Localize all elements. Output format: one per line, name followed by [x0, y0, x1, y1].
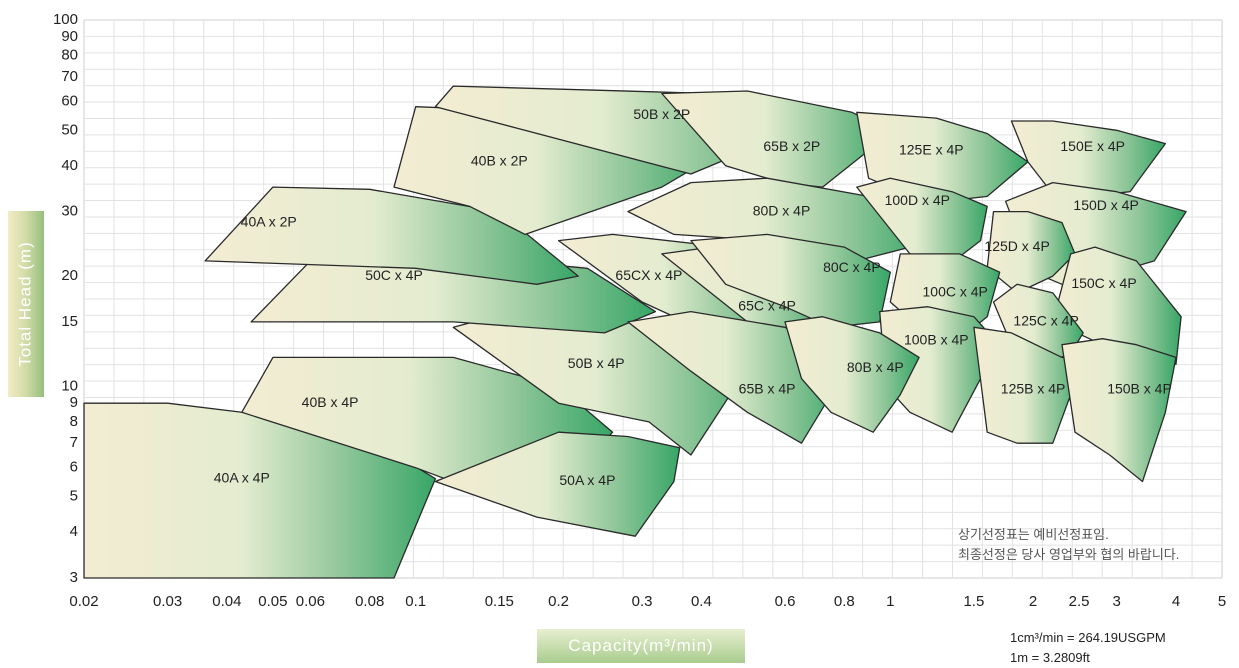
pump-label: 40A x 2P	[241, 213, 297, 229]
y-tick-label: 100	[53, 11, 78, 28]
y-tick-label: 15	[61, 313, 78, 330]
x-tick-label: 3	[1113, 593, 1121, 610]
selection-note-line-1: 상기선정표는 예비선정표임.	[958, 527, 1109, 542]
pump-label: 80D x 4P	[753, 202, 811, 218]
pump-label: 150C x 4P	[1071, 275, 1136, 291]
pump-label: 100B x 4P	[904, 332, 969, 348]
conversion-length: 1m = 3.2809ft	[1010, 650, 1090, 665]
unit-conversions: 1cm³/min = 264.19USGPM 1m = 3.2809ft	[1010, 628, 1166, 668]
y-tick-label: 80	[61, 46, 78, 63]
x-tick-label: 1.5	[963, 593, 984, 610]
x-tick-label: 0.8	[834, 593, 855, 610]
pump-label: 150E x 4P	[1060, 138, 1125, 154]
pump-label: 50B x 4P	[568, 355, 625, 371]
x-tick-label: 1	[886, 593, 894, 610]
y-tick-label: 8	[70, 413, 78, 430]
x-tick-label: 0.6	[775, 593, 796, 610]
x-tick-label: 2	[1029, 593, 1037, 610]
y-tick-label: 3	[70, 569, 78, 586]
x-tick-label: 0.08	[355, 593, 384, 610]
y-tick-label: 60	[61, 92, 78, 109]
x-tick-label: 0.02	[69, 593, 98, 610]
y-tick-label: 90	[61, 28, 78, 45]
y-axis-label-background	[8, 211, 44, 397]
y-tick-label: 10	[61, 377, 78, 394]
selection-note-line-2: 최종선정은 당사 영업부와 협의 바랍니다.	[958, 547, 1180, 562]
pump-label: 125B x 4P	[1001, 380, 1066, 396]
x-tick-label: 0.03	[153, 593, 182, 610]
y-tick-label: 4	[70, 523, 78, 540]
pump-region-50a-x-4p	[434, 431, 681, 537]
y-axis-label: Total Head (m)	[16, 241, 36, 367]
pump-label: 65CX x 4P	[615, 267, 682, 283]
x-tick-label: 0.2	[548, 593, 569, 610]
y-tick-label: 9	[70, 394, 78, 411]
x-axis-ticks: 0.02 0.03 0.04 0.05 0.06 0.08 0.1 0.15 0.2 0.3 0.4…	[69, 593, 1226, 610]
pump-label: 40B x 2P	[471, 153, 528, 169]
x-tick-label: 2.5	[1069, 593, 1090, 610]
x-tick-label: 0.15	[485, 593, 514, 610]
pump-curve-regions	[83, 85, 1187, 579]
pump-region-150e-x-4p	[1010, 120, 1167, 198]
x-axis-label: Capacity(m³/min)	[537, 629, 745, 663]
pump-region-150b-x-4p	[1061, 338, 1177, 483]
pump-label: 100D x 4P	[885, 192, 950, 208]
conversion-flow: 1cm³/min = 264.19USGPM	[1010, 630, 1166, 645]
pump-label: 80B x 4P	[847, 359, 904, 375]
pump-label: 150D x 4P	[1073, 197, 1138, 213]
x-tick-label: 0.4	[691, 593, 712, 610]
y-tick-label: 7	[70, 434, 78, 451]
pump-label: 65B x 4P	[739, 380, 796, 396]
y-tick-label: 5	[70, 488, 78, 505]
pump-label: 125D x 4P	[984, 238, 1049, 254]
pump-label: 50A x 4P	[559, 472, 615, 488]
pump-label: 100C x 4P	[923, 284, 988, 300]
y-tick-label: 20	[61, 267, 78, 284]
pump-label: 150B x 4P	[1107, 380, 1172, 396]
pump-label: 65C x 4P	[738, 297, 796, 313]
pump-label: 125C x 4P	[1013, 313, 1078, 329]
pump-label: 50C x 4P	[365, 267, 423, 283]
pump-region-80b-x-4p	[784, 316, 920, 433]
x-tick-label: 4	[1172, 593, 1180, 610]
pump-label: 65B x 2P	[763, 138, 820, 154]
pump-label: 40B x 4P	[302, 394, 359, 410]
y-tick-label: 30	[61, 203, 78, 220]
x-tick-label: 0.06	[296, 593, 325, 610]
x-tick-label: 0.1	[405, 593, 426, 610]
selection-note: 상기선정표는 예비선정표임. 최종선정은 당사 영업부와 협의 바랍니다.	[958, 525, 1179, 565]
x-tick-label: 0.04	[212, 593, 241, 610]
y-tick-label: 70	[61, 68, 78, 85]
pump-region-80c-x-4p	[690, 233, 891, 328]
pump-label: 50B x 2P	[633, 106, 690, 122]
pump-label: 40A x 4P	[214, 469, 270, 485]
y-tick-label: 40	[61, 157, 78, 174]
pump-label: 125E x 4P	[899, 141, 964, 157]
x-tick-label: 0.3	[632, 593, 653, 610]
pump-label: 80C x 4P	[823, 259, 881, 275]
y-tick-label: 50	[61, 121, 78, 138]
x-tick-label: 5	[1218, 593, 1226, 610]
y-tick-label: 6	[70, 459, 78, 476]
x-tick-label: 0.05	[258, 593, 287, 610]
region-labels: 40A x 4P 40B x 4P 50A x 4P 50B x 4P 50C x 4P…	[214, 106, 1172, 488]
